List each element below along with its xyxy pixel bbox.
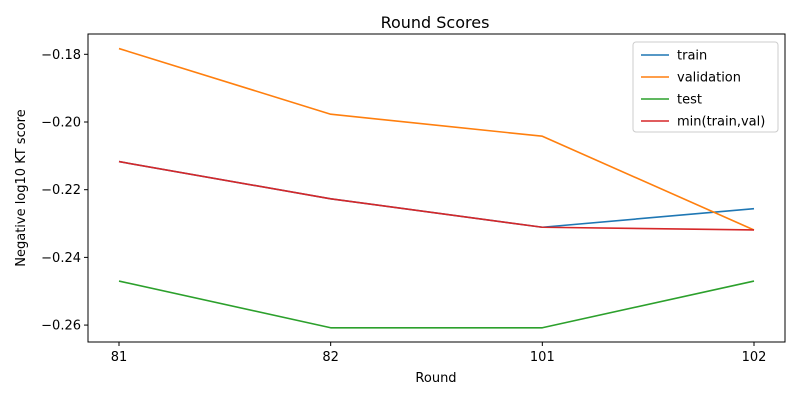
plot-frame: [87, 33, 786, 343]
legend-label: train: [677, 49, 707, 64]
x-axis-label: Round: [415, 371, 456, 386]
x-axis: 81 82 101 102: [111, 342, 767, 365]
x-tick-label: 82: [322, 350, 339, 365]
series-line-validation: [118, 47, 755, 231]
series-line-test: [118, 280, 755, 329]
x-tick-label: 81: [111, 350, 128, 365]
legend-label: min(train,val): [677, 115, 765, 130]
legend: train validation test min(train,val): [632, 41, 779, 133]
x-tick-label: 101: [530, 350, 555, 365]
y-tick-label: −0.22: [41, 183, 81, 198]
y-tick-label: −0.24: [41, 251, 81, 266]
y-axis: −0.18 −0.20 −0.22 −0.24 −0.26: [41, 48, 88, 334]
legend-label: test: [677, 93, 702, 108]
y-tick-label: −0.18: [41, 48, 81, 63]
legend-label: validation: [677, 71, 741, 86]
y-tick-label: −0.26: [41, 319, 81, 334]
series-layer: [118, 47, 755, 329]
series-line-min-train-val: [118, 160, 755, 231]
y-axis-label: Negative log10 KT score: [14, 109, 29, 267]
x-tick-label: 102: [742, 350, 767, 365]
legend-box: [632, 41, 779, 133]
y-tick-label: −0.20: [41, 116, 81, 131]
chart-title: Round Scores: [381, 13, 490, 32]
